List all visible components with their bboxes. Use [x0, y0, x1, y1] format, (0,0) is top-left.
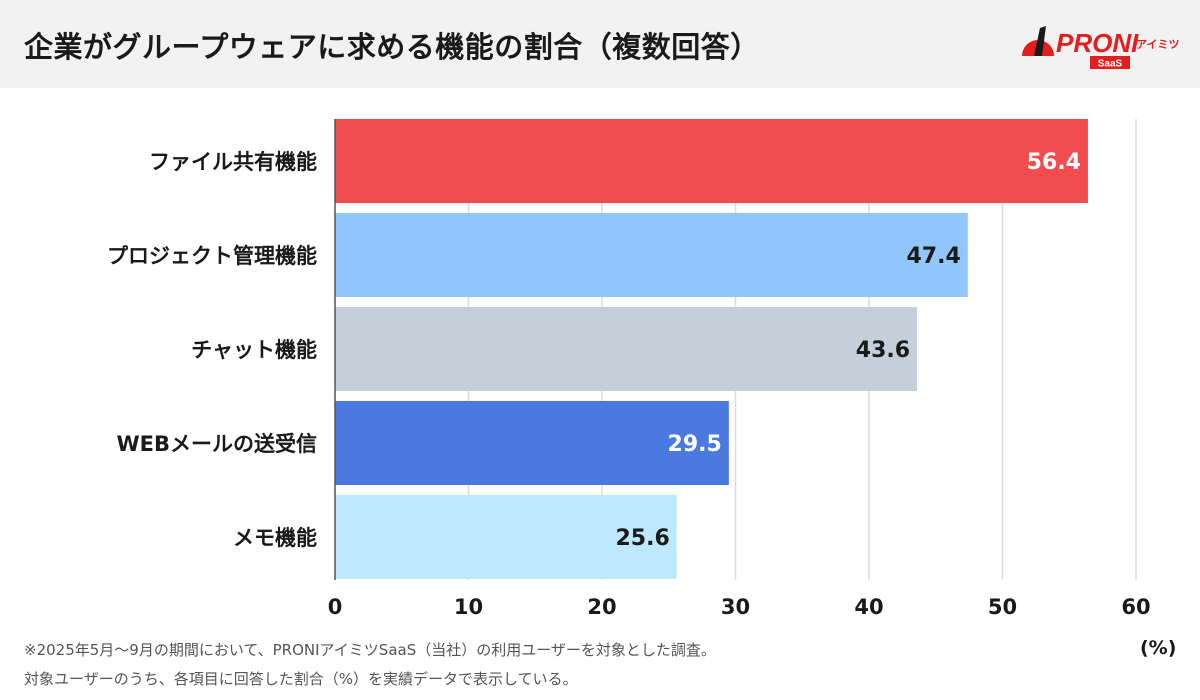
category-label: WEBメールの送受信 — [116, 432, 317, 456]
svg-text:SaaS: SaaS — [1098, 59, 1123, 70]
category-label: メモ機能 — [233, 526, 317, 550]
footnote-line: 対象ユーザーのうち、各項目に回答した割合（%）を実績データで表示している。 — [24, 670, 578, 688]
chart-title: 企業がグループウェアに求める機能の割合（複数回答） — [24, 30, 760, 64]
bar — [335, 213, 968, 297]
x-axis-unit: (%) — [1140, 637, 1177, 659]
svg-text:アイミツ: アイミツ — [1136, 38, 1179, 51]
data-label: 25.6 — [615, 526, 669, 551]
bar — [335, 119, 1088, 203]
footnote-line: ※2025年5月〜9月の期間において、PRONIアイミツSaaS（当社）の利用ユ… — [24, 641, 716, 659]
bar — [335, 495, 677, 579]
x-tick-label: 0 — [328, 595, 343, 619]
data-label: 47.4 — [907, 244, 961, 269]
category-label: チャット機能 — [191, 338, 317, 362]
bar — [335, 401, 729, 485]
x-tick-label: 10 — [454, 595, 483, 619]
x-tick-label: 50 — [988, 595, 1017, 619]
x-tick-label: 30 — [721, 595, 750, 619]
data-label: 29.5 — [668, 432, 722, 457]
category-label: プロジェクト管理機能 — [107, 244, 317, 268]
svg-text:PRONI: PRONI — [1056, 28, 1139, 58]
footnotes: ※2025年5月〜9月の期間において、PRONIアイミツSaaS（当社）の利用ユ… — [24, 636, 716, 694]
x-tick-label: 40 — [854, 595, 883, 619]
x-tick-label: 20 — [587, 595, 616, 619]
data-label: 43.6 — [856, 338, 910, 363]
proni-logo: PRONI アイミツ SaaS — [1022, 26, 1179, 70]
data-label: 56.4 — [1027, 150, 1081, 175]
x-tick-label: 60 — [1121, 595, 1150, 619]
category-label: ファイル共有機能 — [149, 150, 317, 174]
bar — [335, 307, 918, 391]
header: 企業がグループウェアに求める機能の割合（複数回答） PRONI アイミツ Saa… — [0, 0, 1200, 88]
